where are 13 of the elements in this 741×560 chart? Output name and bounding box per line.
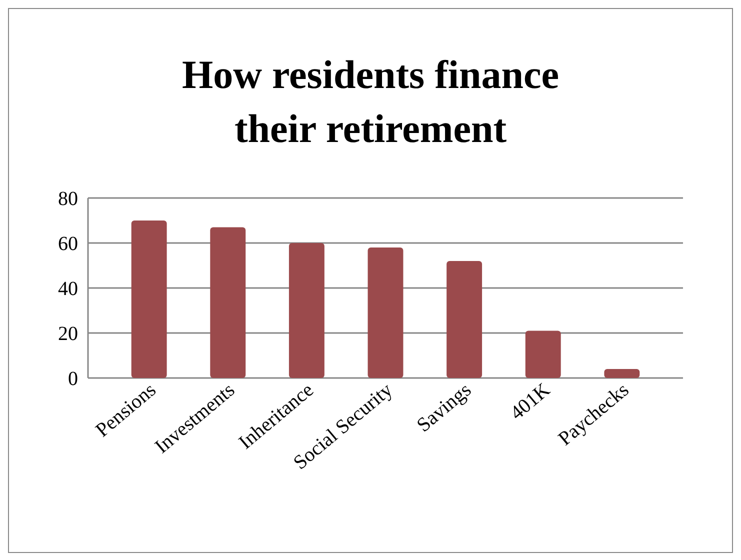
bar: [446, 261, 482, 378]
y-tick-label: 80: [58, 188, 78, 210]
bar: [604, 369, 640, 378]
bar: [368, 248, 404, 378]
y-tick-label: 60: [58, 233, 78, 255]
y-tick-label: 40: [58, 278, 78, 300]
chart-title: How residents finance their retirement: [182, 52, 560, 151]
y-tick-label: 20: [58, 323, 78, 345]
y-tick-label: 0: [68, 368, 78, 390]
bar: [525, 330, 561, 378]
bar: [210, 227, 246, 378]
bar: [131, 220, 167, 378]
bar: [288, 243, 324, 378]
